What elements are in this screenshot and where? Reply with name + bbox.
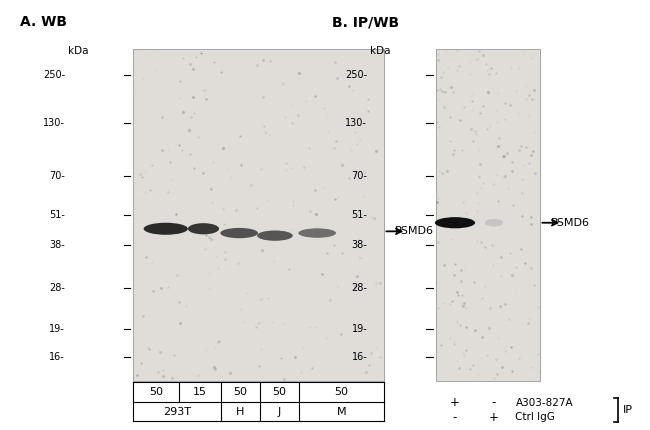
- Text: A303-827A: A303-827A: [515, 398, 573, 408]
- Text: 293T: 293T: [163, 407, 191, 417]
- Ellipse shape: [435, 217, 475, 228]
- Ellipse shape: [144, 223, 188, 235]
- Text: -: -: [453, 411, 457, 424]
- Text: 70-: 70-: [49, 171, 65, 181]
- Text: IP: IP: [623, 405, 632, 415]
- Text: 16-: 16-: [352, 352, 367, 362]
- Ellipse shape: [298, 228, 336, 238]
- Ellipse shape: [220, 228, 258, 238]
- Text: A. WB: A. WB: [20, 15, 66, 29]
- Ellipse shape: [188, 223, 219, 234]
- Text: +: +: [450, 396, 460, 409]
- Text: kDa: kDa: [68, 46, 89, 56]
- Text: 130-: 130-: [43, 117, 65, 128]
- Text: 51-: 51-: [352, 210, 367, 220]
- Text: 38-: 38-: [352, 240, 367, 250]
- Text: 250-: 250-: [43, 70, 65, 80]
- Text: 28-: 28-: [352, 283, 367, 293]
- Text: PSMD6: PSMD6: [551, 218, 590, 228]
- Text: H: H: [237, 407, 244, 417]
- Text: J: J: [278, 407, 281, 417]
- Text: Ctrl IgG: Ctrl IgG: [515, 412, 555, 422]
- Text: B. IP/WB: B. IP/WB: [332, 15, 398, 29]
- Text: 130-: 130-: [345, 117, 367, 128]
- Text: 38-: 38-: [49, 240, 65, 250]
- Text: 250-: 250-: [345, 70, 367, 80]
- Text: 50: 50: [272, 387, 287, 397]
- Text: PSMD6: PSMD6: [395, 226, 434, 237]
- Ellipse shape: [257, 230, 293, 241]
- Text: +: +: [489, 411, 499, 424]
- Text: 28-: 28-: [49, 283, 65, 293]
- Text: 50: 50: [149, 387, 163, 397]
- Ellipse shape: [485, 219, 503, 227]
- Text: -: -: [492, 396, 496, 409]
- Bar: [436, 49, 540, 381]
- Text: 70-: 70-: [352, 171, 367, 181]
- Text: 16-: 16-: [49, 352, 65, 362]
- Text: 19-: 19-: [49, 324, 65, 334]
- Text: 15: 15: [193, 387, 207, 397]
- Text: kDa: kDa: [370, 46, 391, 56]
- Text: 19-: 19-: [352, 324, 367, 334]
- Text: 50: 50: [233, 387, 248, 397]
- Bar: [133, 49, 384, 381]
- Text: 50: 50: [334, 387, 348, 397]
- Text: M: M: [337, 407, 346, 417]
- Text: 51-: 51-: [49, 210, 65, 220]
